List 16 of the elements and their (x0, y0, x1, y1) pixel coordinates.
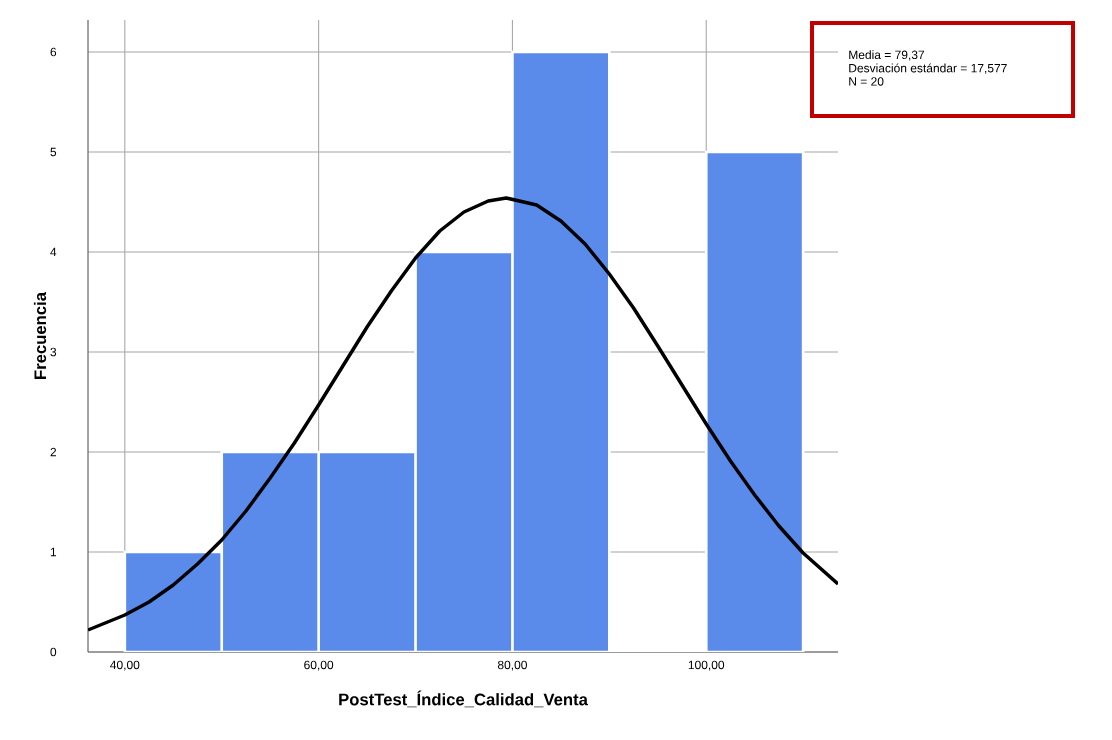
x-tick-label: 40,00 (110, 660, 140, 671)
text: Media = 79,37 (849, 50, 925, 61)
x-axis-title: PostTest_Índice_Calidad_Venta (339, 690, 588, 708)
y-axis-title: Frecuencia (33, 291, 47, 379)
y-tick-label: 5 (50, 147, 57, 157)
x-tick-label: 100,00 (688, 660, 725, 671)
text: Desviación estándar = 17,577 (849, 63, 1007, 74)
y-tick-label: 6 (50, 47, 57, 57)
y-tick-label: 4 (50, 247, 57, 257)
x-tick-label: 80,00 (497, 660, 527, 671)
x-tick-label: 60,00 (304, 660, 334, 671)
y-tick-label: 2 (50, 447, 57, 457)
y-tick-label: 1 (50, 547, 57, 557)
y-tick-label: 0 (50, 647, 57, 657)
y-tick-label: 3 (50, 347, 57, 357)
text: N = 20 (849, 77, 884, 86)
